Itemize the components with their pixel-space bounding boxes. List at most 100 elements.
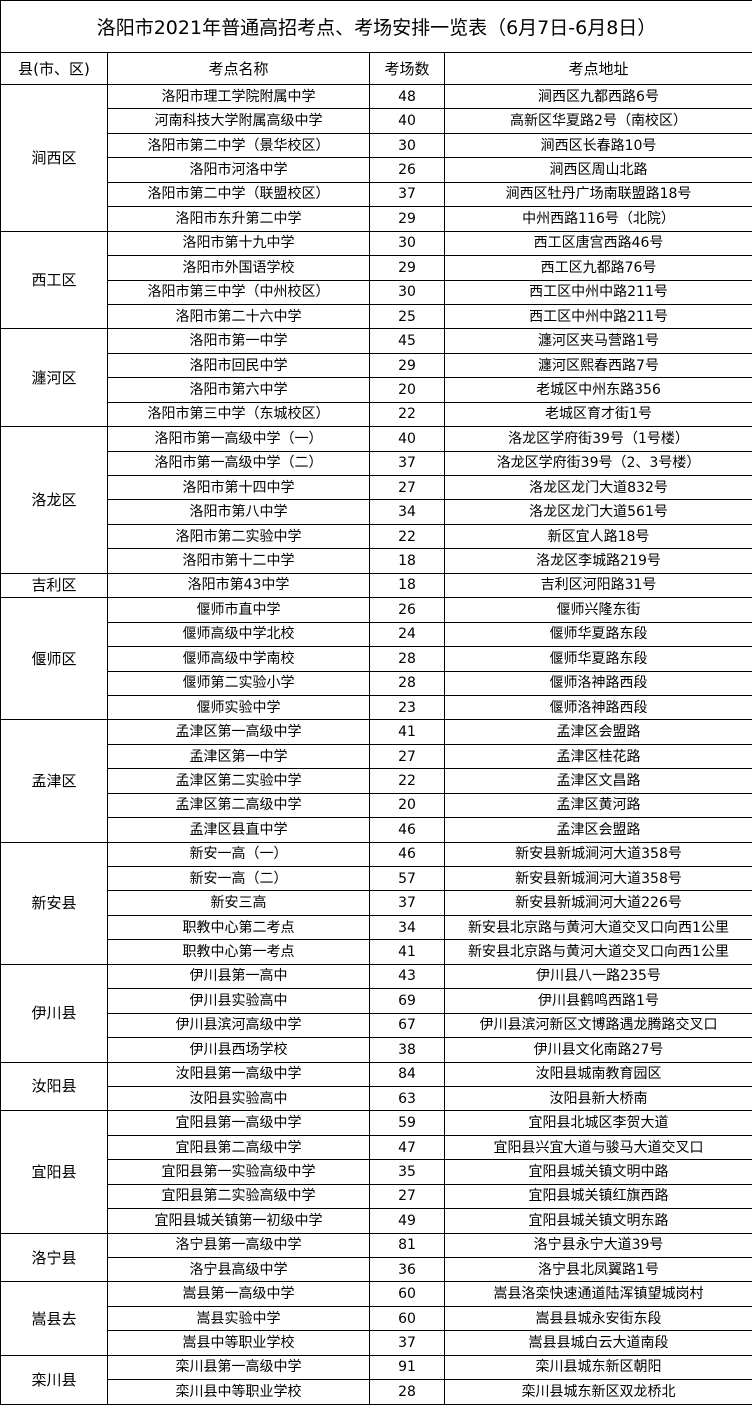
- address-cell: 新安县北京路与黄河大道交叉口向西1公里: [445, 940, 752, 964]
- address-cell: 洛宁县北凤翼路1号: [445, 1258, 752, 1282]
- site-name-cell: 栾川县第一高级中学: [108, 1355, 370, 1379]
- room-count-cell: 22: [370, 769, 445, 793]
- address-cell: 伊川县鹤鸣西路1号: [445, 989, 752, 1013]
- room-count-cell: 63: [370, 1086, 445, 1110]
- header-address: 考点地址: [445, 53, 752, 85]
- room-count-cell: 34: [370, 500, 445, 524]
- address-cell: 洛龙区学府街39号（1号楼）: [445, 427, 752, 451]
- site-name-cell: 孟津区第二实验中学: [108, 769, 370, 793]
- site-name-cell: 宜阳县第一高级中学: [108, 1111, 370, 1135]
- header-district: 县(市、区): [1, 53, 108, 85]
- room-count-cell: 69: [370, 989, 445, 1013]
- room-count-cell: 22: [370, 524, 445, 548]
- room-count-cell: 60: [370, 1282, 445, 1306]
- site-name-cell: 嵩县实验中学: [108, 1306, 370, 1330]
- room-count-cell: 60: [370, 1306, 445, 1330]
- site-name-cell: 洛阳市第一高级中学（二）: [108, 451, 370, 475]
- site-name-cell: 孟津区第一高级中学: [108, 720, 370, 744]
- address-cell: 西工区中州中路211号: [445, 304, 752, 328]
- district-cell: 孟津区: [1, 720, 108, 842]
- room-count-cell: 18: [370, 573, 445, 597]
- address-cell: 新区宜人路18号: [445, 524, 752, 548]
- site-name-cell: 洛阳市第十九中学: [108, 231, 370, 255]
- site-name-cell: 洛阳市第六中学: [108, 378, 370, 402]
- room-count-cell: 27: [370, 1184, 445, 1208]
- site-name-cell: 洛阳市第十二中学: [108, 549, 370, 573]
- site-name-cell: 新安一高（一）: [108, 842, 370, 866]
- room-count-cell: 67: [370, 1013, 445, 1037]
- district-cell: 汝阳县: [1, 1062, 108, 1111]
- room-count-cell: 43: [370, 964, 445, 988]
- address-cell: 栾川县城东新区朝阳: [445, 1355, 752, 1379]
- room-count-cell: 41: [370, 940, 445, 964]
- site-name-cell: 洛阳市第十四中学: [108, 476, 370, 500]
- address-cell: 新安县新城涧河大道358号: [445, 842, 752, 866]
- address-cell: 宜阳县城关镇文明中路: [445, 1160, 752, 1184]
- address-cell: 西工区九都路76号: [445, 256, 752, 280]
- site-name-cell: 伊川县第一高中: [108, 964, 370, 988]
- room-count-cell: 57: [370, 867, 445, 891]
- room-count-cell: 22: [370, 402, 445, 426]
- address-cell: 洛龙区龙门大道832号: [445, 476, 752, 500]
- address-cell: 汝阳县城南教育园区: [445, 1062, 752, 1086]
- district-cell: 涧西区: [1, 85, 108, 232]
- site-name-cell: 宜阳县第二高级中学: [108, 1135, 370, 1159]
- room-count-cell: 29: [370, 207, 445, 231]
- room-count-cell: 30: [370, 231, 445, 255]
- district-cell: 宜阳县: [1, 1111, 108, 1233]
- address-cell: 汝阳县新大桥南: [445, 1086, 752, 1110]
- room-count-cell: 37: [370, 182, 445, 206]
- room-count-cell: 46: [370, 818, 445, 842]
- address-cell: 伊川县文化南路27号: [445, 1038, 752, 1062]
- address-cell: 新安县新城涧河大道358号: [445, 867, 752, 891]
- address-cell: 栾川县城东新区双龙桥北: [445, 1380, 752, 1404]
- district-cell: 嵩县去: [1, 1282, 108, 1355]
- room-count-cell: 47: [370, 1135, 445, 1159]
- district-cell: 伊川县: [1, 964, 108, 1062]
- address-cell: 孟津区会盟路: [445, 818, 752, 842]
- header-site-name: 考点名称: [108, 53, 370, 85]
- address-cell: 涧西区牡丹广场南联盟路18号: [445, 182, 752, 206]
- address-cell: 孟津区桂花路: [445, 744, 752, 768]
- room-count-cell: 27: [370, 476, 445, 500]
- address-cell: 涧西区九都西路6号: [445, 85, 752, 109]
- site-name-cell: 栾川县中等职业学校: [108, 1380, 370, 1404]
- room-count-cell: 20: [370, 793, 445, 817]
- address-cell: 偃师华夏路东段: [445, 622, 752, 646]
- address-cell: 老城区育才街1号: [445, 402, 752, 426]
- address-cell: 宜阳县兴宜大道与骏马大道交叉口: [445, 1135, 752, 1159]
- address-cell: 孟津区黄河路: [445, 793, 752, 817]
- site-name-cell: 偃师高级中学南校: [108, 647, 370, 671]
- address-cell: 伊川县滨河新区文博路遇龙腾路交叉口: [445, 1013, 752, 1037]
- room-count-cell: 59: [370, 1111, 445, 1135]
- room-count-cell: 48: [370, 85, 445, 109]
- district-cell: 西工区: [1, 231, 108, 329]
- address-cell: 涧西区长春路10号: [445, 133, 752, 157]
- site-name-cell: 洛阳市河洛中学: [108, 158, 370, 182]
